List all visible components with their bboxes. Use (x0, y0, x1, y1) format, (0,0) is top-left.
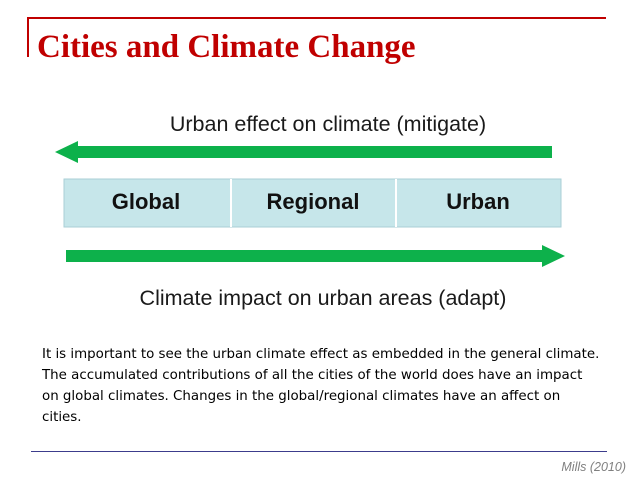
scale-urban: Urban (446, 189, 510, 214)
left-rule (27, 17, 29, 57)
page-title: Cities and Climate Change (37, 29, 416, 65)
caption-text: It is important to see the urban climate… (42, 347, 600, 425)
scale-band: Global Regional Urban (63, 178, 562, 228)
scale-global: Global (112, 189, 180, 214)
bottom-rule (31, 451, 607, 452)
citation: Mills (2010) (561, 460, 626, 474)
scale-regional: Regional (267, 189, 360, 214)
left-arrow (55, 141, 552, 163)
top-rule (27, 17, 606, 19)
right-arrow (66, 245, 565, 267)
top-arrow-label: Urban effect on climate (mitigate) (170, 112, 486, 136)
bottom-arrow-label: Climate impact on urban areas (adapt) (140, 286, 507, 310)
